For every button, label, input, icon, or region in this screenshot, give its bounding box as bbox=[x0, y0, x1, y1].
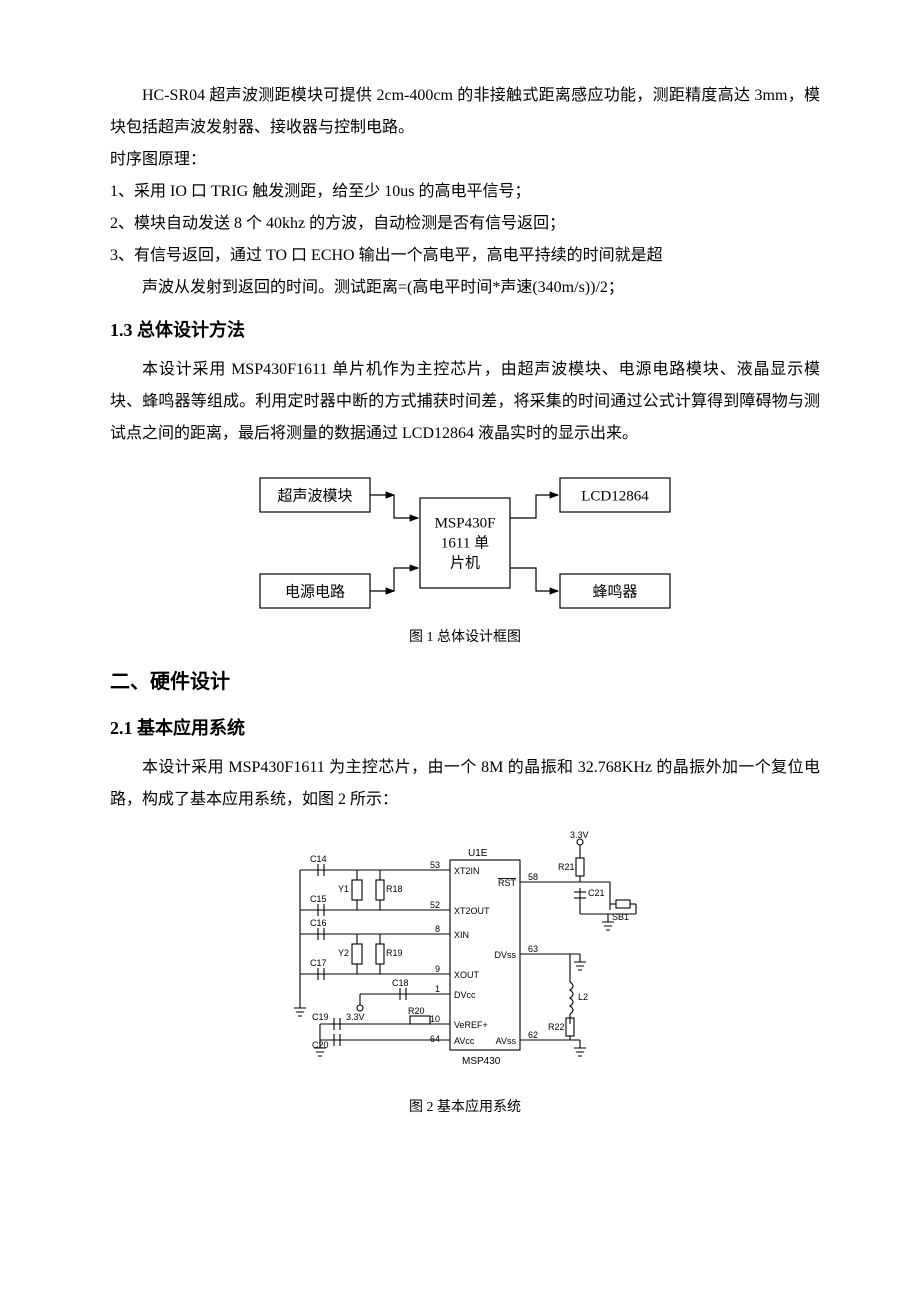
s21-paragraph: 本设计采用 MSP430F1611 为主控芯片，由一个 8M 的晶振和 32.7… bbox=[110, 752, 820, 816]
figure-1-block-diagram: 超声波模块 电源电路 MSP430F 1611 单 片机 LCD12864 蜂鸣… bbox=[250, 468, 680, 618]
svg-text:R21: R21 bbox=[558, 862, 575, 872]
svg-text:C18: C18 bbox=[392, 978, 409, 988]
intro-list-3b: 声波从发射到返回的时间。测试距离=(高电平时间*声速(340m/s))/2； bbox=[110, 272, 820, 304]
arrow-mcu-buzzer bbox=[510, 568, 558, 591]
arrow-power-mcu bbox=[394, 568, 418, 591]
intro-list-1: 1、采用 IO 口 TRIG 触发测距，给至少 10us 的高电平信号； bbox=[110, 176, 820, 208]
svg-text:Y1: Y1 bbox=[338, 884, 349, 894]
svg-text:XT2IN: XT2IN bbox=[454, 866, 480, 876]
heading-2: 二、硬件设计 bbox=[110, 662, 820, 702]
svg-text:3.3V: 3.3V bbox=[346, 1012, 365, 1022]
svg-text:XOUT: XOUT bbox=[454, 970, 480, 980]
node-ultrasonic-label: 超声波模块 bbox=[277, 486, 352, 504]
node-lcd-label: LCD12864 bbox=[581, 488, 649, 504]
svg-text:9: 9 bbox=[435, 964, 440, 974]
svg-text:10: 10 bbox=[430, 1014, 440, 1024]
svg-text:U1E: U1E bbox=[468, 848, 488, 859]
node-buzzer-label: 蜂鸣器 bbox=[592, 583, 637, 600]
figure-2-caption: 图 2 基本应用系统 bbox=[110, 1094, 820, 1122]
svg-text:53: 53 bbox=[430, 860, 440, 870]
svg-text:DVss: DVss bbox=[494, 950, 516, 960]
svg-text:R20: R20 bbox=[408, 1006, 425, 1016]
svg-text:C14: C14 bbox=[310, 854, 327, 864]
heading-2-1: 2.1 基本应用系统 bbox=[110, 710, 820, 746]
svg-text:AVcc: AVcc bbox=[454, 1036, 475, 1046]
svg-text:AVss: AVss bbox=[496, 1036, 517, 1046]
svg-text:XIN: XIN bbox=[454, 930, 469, 940]
svg-text:C15: C15 bbox=[310, 894, 327, 904]
svg-text:VeREF+: VeREF+ bbox=[454, 1020, 488, 1030]
svg-text:58: 58 bbox=[528, 872, 538, 882]
svg-text:8: 8 bbox=[435, 924, 440, 934]
svg-text:63: 63 bbox=[528, 944, 538, 954]
heading-1-3: 1.3 总体设计方法 bbox=[110, 312, 820, 348]
svg-text:64: 64 bbox=[430, 1034, 440, 1044]
figure-1-caption: 图 1 总体设计框图 bbox=[110, 624, 820, 652]
intro-paragraph-2: 时序图原理： bbox=[110, 144, 820, 176]
svg-text:52: 52 bbox=[430, 900, 440, 910]
node-mcu-label-2: 1611 单 bbox=[441, 534, 489, 551]
svg-text:1: 1 bbox=[435, 984, 440, 994]
arrow-ultra-mcu bbox=[394, 495, 418, 518]
svg-text:L2: L2 bbox=[578, 992, 588, 1002]
figure-2-schematic: U1E MSP430 XT2IN 53 XT2OUT 52 XIN 8 XOUT… bbox=[280, 830, 650, 1090]
arrow-mcu-lcd bbox=[510, 495, 558, 518]
svg-text:R19: R19 bbox=[386, 948, 403, 958]
svg-text:MSP430: MSP430 bbox=[462, 1056, 501, 1067]
svg-text:62: 62 bbox=[528, 1030, 538, 1040]
node-mcu-label-3: 片机 bbox=[450, 554, 480, 571]
svg-text:C19: C19 bbox=[312, 1012, 329, 1022]
svg-text:R22: R22 bbox=[548, 1022, 565, 1032]
node-mcu-label-1: MSP430F bbox=[435, 515, 496, 531]
svg-text:C16: C16 bbox=[310, 918, 327, 928]
svg-text:R18: R18 bbox=[386, 884, 403, 894]
svg-text:3.3V: 3.3V bbox=[570, 830, 589, 840]
svg-text:RST: RST bbox=[498, 878, 517, 888]
svg-text:Y2: Y2 bbox=[338, 948, 349, 958]
svg-text:XT2OUT: XT2OUT bbox=[454, 906, 490, 916]
s13-paragraph: 本设计采用 MSP430F1611 单片机作为主控芯片，由超声波模块、电源电路模… bbox=[110, 354, 820, 450]
intro-paragraph-1: HC-SR04 超声波测距模块可提供 2cm-400cm 的非接触式距离感应功能… bbox=[110, 80, 820, 144]
node-power-label: 电源电路 bbox=[285, 583, 345, 600]
intro-list-3a: 3、有信号返回，通过 TO 口 ECHO 输出一个高电平，高电平持续的时间就是超 bbox=[110, 240, 820, 272]
svg-text:DVcc: DVcc bbox=[454, 990, 476, 1000]
intro-list-2: 2、模块自动发送 8 个 40khz 的方波，自动检测是否有信号返回； bbox=[110, 208, 820, 240]
svg-text:C17: C17 bbox=[310, 958, 327, 968]
svg-text:C21: C21 bbox=[588, 888, 605, 898]
